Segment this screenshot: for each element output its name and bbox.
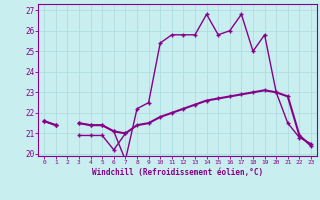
X-axis label: Windchill (Refroidissement éolien,°C): Windchill (Refroidissement éolien,°C) bbox=[92, 168, 263, 177]
